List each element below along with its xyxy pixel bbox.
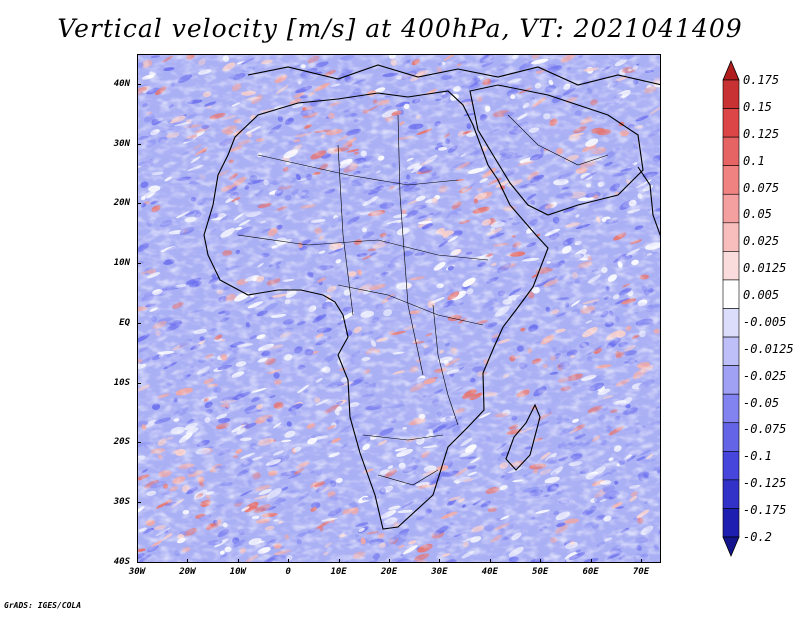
colorbar-swatch (722, 165, 740, 195)
lat-tick (137, 143, 141, 145)
border-sahel (237, 234, 489, 261)
colorbar-swatch (722, 279, 740, 309)
lon-tick (489, 559, 491, 563)
lat-tick (137, 561, 141, 563)
lat-tick (137, 501, 141, 503)
lat-label: 20S (113, 437, 130, 448)
border-sahara-north (257, 154, 459, 186)
chart-title: Vertical velocity [m/s] at 400hPa, VT: 2… (57, 14, 743, 43)
lat-tick (137, 322, 141, 324)
border-great-lakes (432, 304, 459, 426)
europe-coastline (247, 64, 660, 86)
lat-tick (137, 263, 141, 265)
lon-label: 20W (179, 567, 196, 577)
lon-tick (187, 559, 189, 563)
colorbar-swatch (722, 193, 740, 224)
lon-label: 30E (431, 567, 448, 577)
colorbar-swatch (722, 336, 740, 366)
map-panel[interactable] (137, 54, 661, 563)
colorbar-label: 0.15 (743, 99, 772, 114)
lon-label: 50E (532, 567, 549, 577)
lon-label: 70E (632, 567, 650, 577)
coarse-descent-texture (138, 55, 660, 562)
border-mideast (507, 114, 609, 166)
lat-label: 40S (113, 556, 130, 567)
colorbar-swatch (722, 508, 740, 538)
lon-tick (590, 559, 592, 563)
colorbar-swatches (722, 60, 740, 557)
colorbar-label: 0.0125 (743, 261, 787, 276)
lat-label: EQ (119, 317, 130, 328)
lon-label: 10E (330, 567, 347, 577)
colorbar-label: -0.025 (743, 368, 787, 383)
border-southern (362, 434, 444, 441)
colorbar-swatch (722, 108, 740, 138)
colorbar-swatch (722, 451, 740, 481)
colorbar (722, 60, 740, 557)
lon-label: 40E (481, 567, 498, 577)
colorbar-bottom-arrow (722, 536, 740, 557)
lon-tick (389, 559, 390, 563)
india-coastline (637, 166, 660, 237)
colorbar-top-arrow (722, 60, 740, 81)
lon-label: 30W (128, 567, 146, 577)
country-borders (237, 114, 609, 486)
colorbar-swatch (722, 393, 740, 424)
colorbar-label: 0.075 (743, 180, 780, 195)
border-vertical-1 (337, 144, 354, 316)
lon-tick (137, 559, 138, 563)
lat-tick (137, 382, 141, 384)
colorbar-swatch (722, 365, 740, 395)
colorbar-label: -0.2 (743, 530, 772, 544)
lat-label: 10S (113, 377, 130, 388)
madagascar-coastline (505, 403, 541, 471)
border-vertical-2 (397, 114, 424, 376)
lat-label: 40N (113, 79, 130, 89)
lon-label: 0 (285, 567, 291, 577)
colorbar-label: 0.025 (743, 234, 780, 249)
lon-label: 60E (582, 567, 599, 577)
lat-label: 10N (113, 258, 130, 269)
lat-tick (137, 84, 141, 85)
lon-tick (338, 559, 340, 563)
border-central (337, 284, 484, 326)
footer-credit: GrADS: IGES/COLA (4, 601, 82, 610)
lon-tick (641, 559, 642, 563)
velocity-field-map (138, 55, 660, 562)
colorbar-swatch (722, 479, 740, 509)
lon-label: 10W (229, 567, 246, 577)
colorbar-label: 0.1 (743, 153, 765, 168)
colorbar-label: 0.175 (743, 73, 780, 87)
colorbar-label: 0.005 (743, 288, 780, 303)
colorbar-label: -0.125 (743, 476, 787, 491)
lon-label: 20E (380, 567, 398, 577)
lon-tick (439, 559, 441, 563)
colorbar-label: 0.125 (743, 126, 780, 141)
lat-label: 20N (113, 198, 130, 209)
lat-tick (137, 442, 141, 444)
lon-tick (237, 559, 239, 563)
colorbar-label: 0.05 (743, 207, 772, 222)
colorbar-swatch (722, 136, 740, 166)
colorbar-swatch (722, 222, 740, 252)
colorbar-swatch (722, 308, 740, 338)
colorbar-label: -0.1 (743, 449, 772, 464)
colorbar-label: -0.005 (743, 314, 787, 329)
colorbar-swatch (722, 422, 740, 452)
lat-tick (137, 203, 141, 205)
colorbar-label: -0.0125 (743, 341, 794, 356)
lat-label: 30S (113, 496, 130, 507)
colorbar-label: -0.05 (743, 395, 780, 410)
colorbar-swatch (722, 251, 740, 281)
colorbar-swatch (722, 79, 740, 109)
lat-label: 30N (113, 138, 130, 149)
arabia-coastline (469, 84, 644, 216)
lon-tick (288, 559, 290, 563)
coastlines (203, 64, 660, 530)
colorbar-label: -0.175 (743, 503, 787, 518)
border-southern-2 (377, 469, 439, 486)
lon-tick (540, 559, 542, 563)
colorbar-label: -0.075 (743, 422, 787, 437)
africa-coastline (203, 90, 549, 530)
